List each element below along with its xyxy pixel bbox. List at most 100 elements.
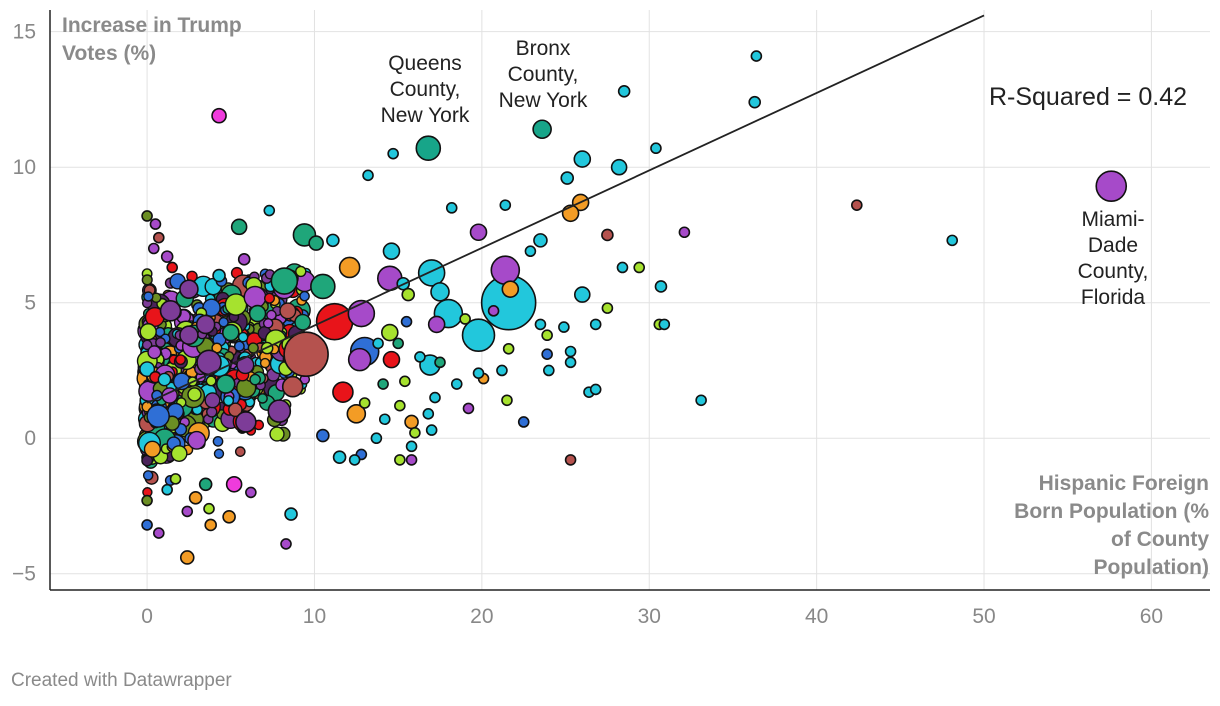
data-point <box>472 367 485 379</box>
data-point <box>564 356 577 369</box>
data-point <box>143 440 161 458</box>
data-point <box>650 142 662 155</box>
data-point <box>541 348 553 361</box>
data-point <box>382 350 401 369</box>
data-point <box>225 475 243 493</box>
data-point <box>236 355 255 375</box>
data-point <box>695 394 707 407</box>
data-point <box>299 290 310 302</box>
data-point <box>267 399 292 423</box>
data-point <box>153 527 165 539</box>
data-point <box>206 406 218 418</box>
data-point <box>601 302 614 314</box>
data-point <box>400 315 413 328</box>
data-point <box>245 486 257 499</box>
data-point <box>295 265 307 278</box>
x-tick-label: 40 <box>805 605 828 628</box>
data-point <box>1095 170 1128 202</box>
data-point <box>750 50 763 62</box>
data-point <box>308 235 324 251</box>
data-point <box>204 392 221 409</box>
data-point <box>573 286 591 303</box>
data-point <box>946 234 959 247</box>
data-point <box>234 446 246 457</box>
data-point <box>257 393 268 404</box>
data-point <box>179 279 199 299</box>
data-point <box>195 314 216 335</box>
data-point <box>283 331 329 378</box>
data-point <box>405 440 418 453</box>
data-point <box>358 397 371 409</box>
data-point <box>633 261 646 274</box>
data-point <box>502 342 515 355</box>
trend-line <box>146 14 985 404</box>
data-point <box>215 374 236 394</box>
data-point <box>222 510 236 524</box>
data-point <box>399 375 411 388</box>
data-point <box>382 242 401 261</box>
data-point <box>434 356 446 369</box>
data-point <box>224 293 248 316</box>
data-point <box>533 233 548 248</box>
x-tick-label: 10 <box>303 605 326 628</box>
data-point <box>338 256 361 279</box>
data-point <box>610 158 628 176</box>
data-point <box>187 430 207 450</box>
data-point <box>387 147 399 160</box>
data-point <box>218 317 229 328</box>
data-point <box>198 477 213 492</box>
data-point <box>143 291 154 302</box>
data-point <box>204 518 217 532</box>
data-point <box>380 323 399 342</box>
data-point <box>524 245 537 258</box>
data-point <box>332 450 347 464</box>
y-tick-label: 10 <box>13 156 36 179</box>
data-point <box>175 354 186 366</box>
data-point <box>187 387 202 402</box>
data-point <box>617 85 631 98</box>
data-point <box>155 337 166 348</box>
data-point <box>179 550 195 565</box>
data-point <box>203 502 215 515</box>
data-point <box>748 95 762 109</box>
data-point <box>461 318 496 353</box>
data-point <box>139 323 157 341</box>
data-point <box>362 169 374 182</box>
data-point <box>450 378 463 390</box>
data-point <box>188 491 203 505</box>
data-point <box>170 445 188 462</box>
data-point <box>147 345 162 360</box>
data-point <box>541 329 553 342</box>
data-point <box>326 233 340 248</box>
data-point <box>157 372 172 387</box>
x-tick-label: 20 <box>470 605 493 628</box>
data-point <box>543 364 555 377</box>
x-axis-title: Hispanic Foreign Born Population (% of Cou… <box>1014 472 1209 579</box>
data-point <box>347 347 372 372</box>
data-point <box>179 325 199 346</box>
data-point <box>332 381 354 403</box>
data-point <box>221 323 240 342</box>
data-point <box>249 373 261 386</box>
data-point <box>601 228 614 242</box>
y-tick-label: 5 <box>24 292 36 315</box>
r-squared-label: R-Squared = 0.42 <box>989 83 1187 111</box>
data-point <box>564 345 577 358</box>
data-point <box>589 318 602 331</box>
data-point <box>205 375 217 387</box>
data-point <box>284 507 298 521</box>
data-point <box>654 280 668 293</box>
x-tick-label: 60 <box>1140 605 1163 628</box>
data-point <box>139 361 156 378</box>
data-point <box>262 318 274 329</box>
annotation-miami-dade: Miami-Dade County, Florida <box>1078 208 1149 309</box>
data-point <box>427 315 446 334</box>
data-point <box>517 416 530 428</box>
data-point <box>430 282 450 302</box>
data-point <box>469 223 488 242</box>
data-point <box>212 436 224 447</box>
footer-credit: Created with Datawrapper <box>11 670 232 691</box>
data-point <box>445 202 458 214</box>
